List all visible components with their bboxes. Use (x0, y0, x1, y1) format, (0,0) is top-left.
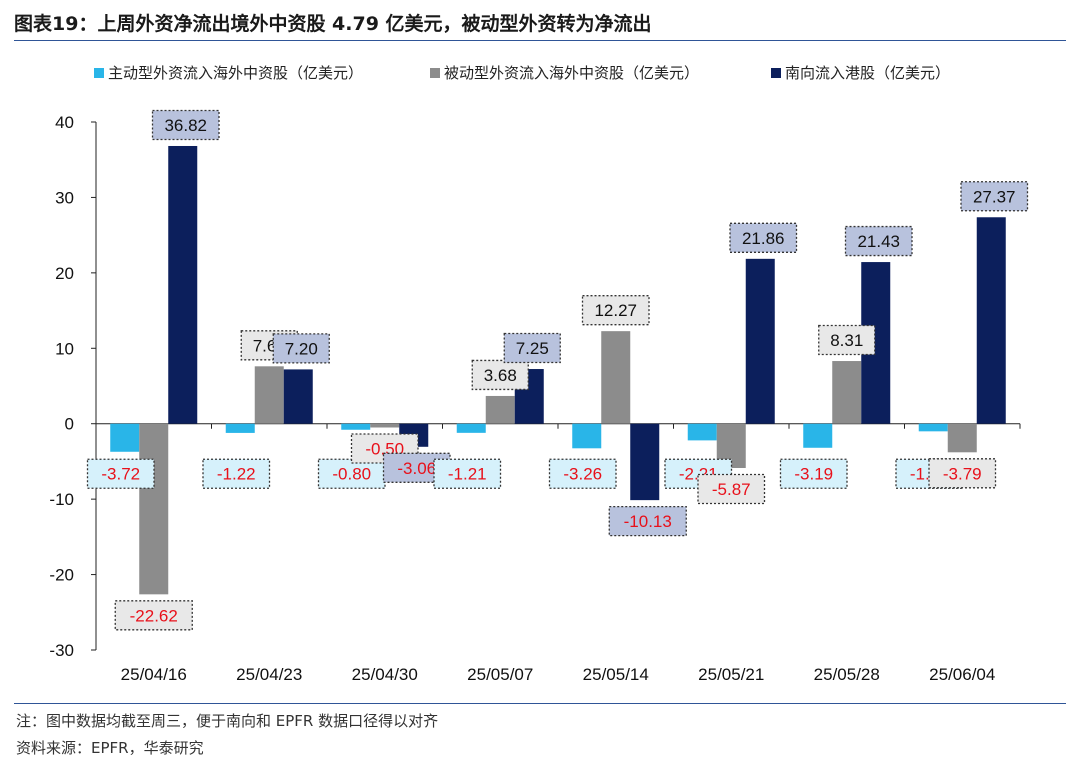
data-label: -1.21 (448, 465, 487, 484)
bar-2 (370, 423, 400, 428)
data-label-box (844, 225, 913, 257)
data-label-box (86, 458, 155, 489)
x-tick-label: 25/05/07 (467, 665, 533, 684)
bar-2 (139, 423, 169, 595)
legend-swatch-3 (771, 68, 781, 78)
data-label-box (928, 458, 997, 489)
bar-2 (254, 366, 284, 424)
legend-label-3: 南向流入港股（亿美元） (785, 64, 950, 82)
data-label-box (548, 458, 617, 489)
data-label-box (503, 332, 561, 364)
data-label-box (471, 359, 529, 391)
bar-1 (687, 423, 717, 441)
legend-label-1: 主动型外资流入海外中资股（亿美元） (108, 64, 363, 82)
bar-1 (225, 423, 255, 433)
data-label: -1.22 (217, 465, 256, 484)
chart-source: 资料来源：EPFR，华泰研究 (16, 739, 204, 757)
y-tick-label: -10 (49, 490, 74, 509)
data-label: -10.13 (624, 512, 672, 531)
data-label: -3.19 (794, 465, 833, 484)
y-tick-label: -30 (49, 641, 74, 660)
data-label: 7.20 (285, 339, 318, 358)
data-label-box (114, 600, 193, 631)
data-label: 21.43 (857, 232, 900, 251)
bar-2 (832, 361, 862, 424)
x-tick-label: 25/06/04 (929, 665, 995, 684)
data-label: 12.27 (594, 301, 637, 320)
x-tick-label: 25/04/30 (352, 665, 418, 684)
legend-label-2: 被动型外资流入海外中资股（亿美元） (444, 64, 699, 82)
chart-title: 图表19：上周外资净流出境外中资股 4.79 亿美元，被动型外资转为净流出 (14, 13, 652, 35)
y-tick-label: 0 (65, 415, 74, 434)
data-label-box (433, 458, 502, 489)
data-label: 21.86 (742, 229, 785, 248)
legend-swatch-1 (94, 68, 104, 78)
bar-1 (918, 423, 948, 432)
bar-1 (341, 423, 371, 430)
x-tick-label: 25/05/28 (814, 665, 880, 684)
chart-area: 主动型外资流入海外中资股（亿美元） 被动型外资流入海外中资股（亿美元） 南向流入港股… (49, 64, 1029, 684)
data-label: 27.37 (973, 187, 1016, 206)
x-tick-label: 25/04/23 (236, 665, 302, 684)
data-label-box (608, 505, 687, 537)
data-label: -3.79 (943, 464, 982, 483)
data-label: 3.68 (484, 366, 517, 385)
y-tick-label: 20 (55, 264, 74, 283)
legend-swatch-2 (430, 68, 440, 78)
data-label-box (202, 458, 271, 489)
x-tick-label: 25/05/14 (583, 665, 649, 684)
data-label: -3.06 (397, 459, 436, 478)
bar-3 (168, 145, 198, 424)
bar-2 (601, 331, 631, 424)
bar-2 (485, 395, 515, 424)
x-tick-label: 25/05/21 (698, 665, 764, 684)
data-label: 36.82 (164, 116, 207, 135)
data-label: -3.26 (563, 465, 602, 484)
data-label-box (818, 324, 876, 356)
bar-3 (630, 423, 660, 501)
bar-3 (745, 258, 775, 424)
y-tick-label: 40 (55, 113, 74, 132)
bar-1 (572, 423, 602, 449)
data-label-box (272, 333, 330, 364)
data-label-box (779, 458, 848, 489)
data-label: -0.80 (332, 465, 371, 484)
bar-1 (803, 423, 833, 448)
bar-3 (283, 369, 313, 424)
data-label-box (697, 473, 766, 505)
data-label: -22.62 (130, 606, 178, 625)
bar-1 (456, 423, 486, 433)
data-label-box (729, 222, 798, 253)
data-label-box (960, 181, 1029, 212)
data-label-box (151, 109, 220, 141)
y-tick-label: -20 (49, 566, 74, 585)
chart-note: 注：图中数据均截至周三，便于南向和 EPFR 数据口径得以对齐 (16, 712, 439, 730)
x-tick-label: 25/04/16 (121, 665, 187, 684)
title-underline (14, 40, 1066, 41)
y-tick-label: 30 (55, 188, 74, 207)
data-label-box (581, 295, 650, 326)
bar-1 (110, 423, 140, 452)
data-label: -3.72 (101, 465, 140, 484)
bar-3 (976, 217, 1006, 424)
data-label: -5.87 (712, 480, 751, 499)
bar-2 (947, 423, 977, 453)
footer-rule (14, 703, 1066, 704)
y-tick-label: 10 (55, 339, 74, 358)
data-label: 8.31 (830, 331, 863, 350)
data-label: 7.25 (516, 339, 549, 358)
